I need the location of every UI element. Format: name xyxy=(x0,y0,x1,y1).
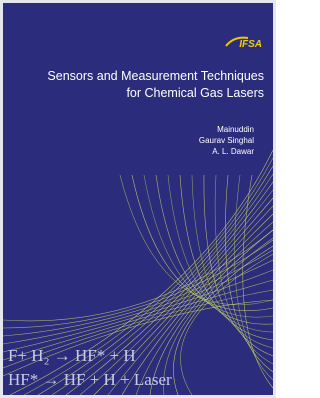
book-cover: IFSA Sensors and Measurement Techniques … xyxy=(0,0,276,398)
author: Mainuddin xyxy=(217,125,254,134)
author: A. L. Dawar xyxy=(212,147,254,156)
page: IFSA Sensors and Measurement Techniques … xyxy=(0,0,276,398)
logo: IFSA xyxy=(239,39,262,50)
author: Gaurav Singhal xyxy=(199,136,254,145)
title-line: for Chemical Gas Lasers xyxy=(126,86,264,100)
equation: F+ H₂ → HF* + H xyxy=(8,346,136,365)
title-line: Sensors and Measurement Techniques xyxy=(47,69,264,83)
equation: HF* → HF + H + Laser xyxy=(8,370,172,389)
